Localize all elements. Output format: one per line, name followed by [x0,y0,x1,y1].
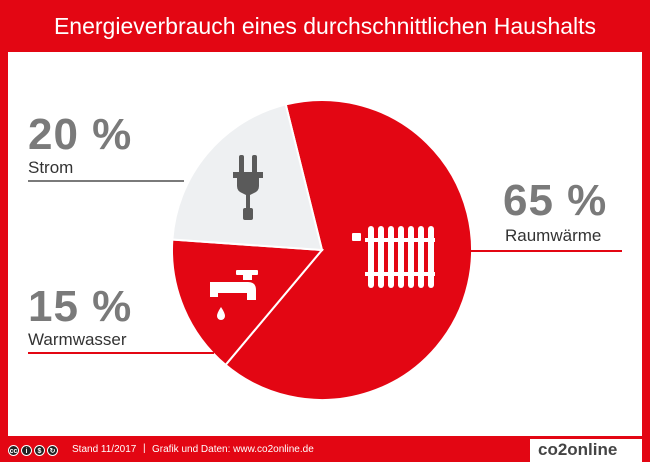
percent-raumwaerme: 65 % [503,176,608,225]
leader-line-raumwaerme [470,250,622,252]
cc-icon: cc [8,445,19,456]
slice-raumwaerme [224,99,473,401]
footer: cc i $ ↻ Stand 11/2017 | Grafik und Date… [0,436,650,462]
plug-icon [233,155,263,220]
percent-warmwasser: 15 % [28,282,133,331]
leader-line-warmwasser [28,352,214,354]
by-icon: i [21,445,32,456]
percent-strom: 20 % [28,110,133,159]
nc-icon: $ [34,445,45,456]
label-warmwasser: Warmwasser [28,330,127,349]
label-strom: Strom [28,158,74,177]
brand-name: co2online [538,440,618,459]
label-raumwaerme: Raumwärme [505,226,602,245]
footer-date: Stand 11/2017 [72,444,137,455]
faucet-icon [210,270,258,320]
sa-icon: ↻ [47,445,58,456]
leader-line-strom [28,180,184,182]
footer-separator: | [143,443,146,454]
footer-source: Grafik und Daten: www.co2online.de [152,444,314,455]
radiator-icon [352,226,435,288]
slice-warmwasser [171,238,325,367]
co2online-logo: co2online [530,439,642,462]
chart-title: Energieverbrauch eines durchschnittliche… [53,13,597,39]
